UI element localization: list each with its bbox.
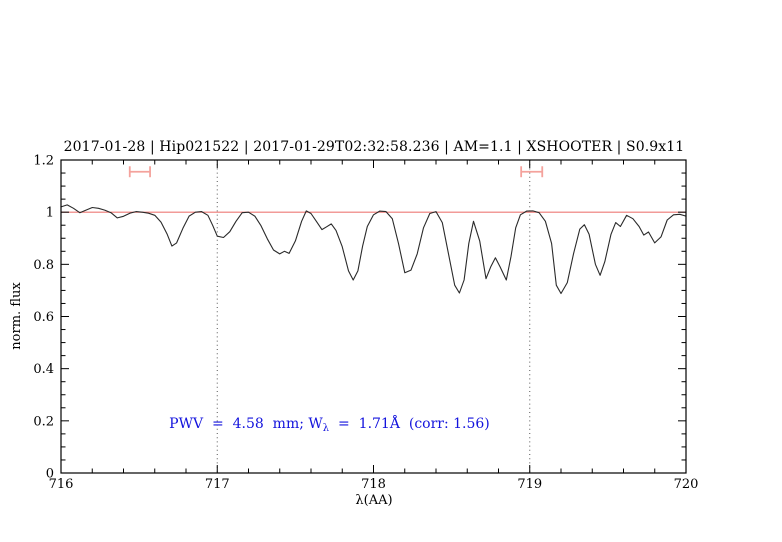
pwv-annotation-prefix: PWV = 4.58 mm; W <box>169 416 323 432</box>
y-tick-label: 1 <box>46 206 54 221</box>
pwv-annotation: PWV = 4.58 mm; Wλ = 1.71Å (corr: 1.56) <box>138 414 512 434</box>
spectrum-trace <box>60 204 687 295</box>
pwv-annotation-suffix: = 1.71Å (corr: 1.56) <box>329 414 490 432</box>
x-tick-label: 718 <box>361 477 386 492</box>
y-tick-label: 1.2 <box>33 154 54 169</box>
y-tick-label: 0.8 <box>33 258 54 273</box>
x-tick-label: 720 <box>674 477 699 492</box>
y-tick-label: 0.4 <box>33 362 54 377</box>
y-axis-label: norm. flux <box>9 282 24 350</box>
pwv-annotation-lambda-subscript: λ <box>323 423 330 434</box>
y-tick-label: 0.6 <box>33 310 54 325</box>
x-tick-label: 716 <box>49 477 74 492</box>
y-tick-label: 0.2 <box>33 414 54 429</box>
plot-title: 2017-01-28 | Hip021522 | 2017-01-29T02:3… <box>64 139 685 155</box>
plot-generated-layer: 716 717 718 719 720 0 0.2 0.4 0.6 0.8 1 1.2 <box>33 154 698 493</box>
x-tick-label: 719 <box>517 477 542 492</box>
y-tick-label: 0 <box>46 467 54 482</box>
x-axis-label: λ(AA) <box>355 493 392 508</box>
x-tick-label: 717 <box>205 477 230 492</box>
